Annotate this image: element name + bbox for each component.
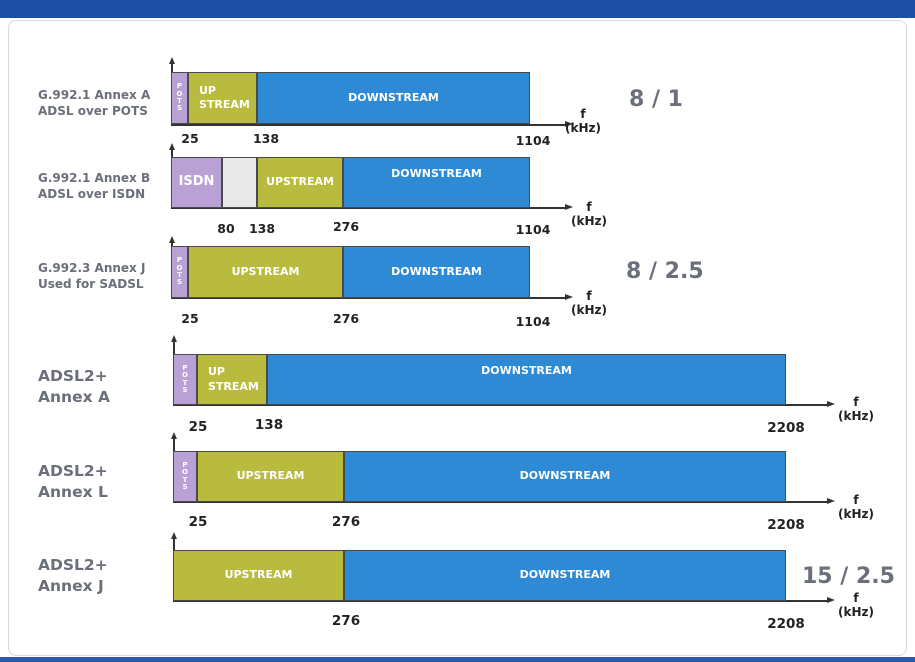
tick-276: 276 [331,613,361,629]
y-axis-arrow [168,236,175,243]
tick-1104: 1104 [515,222,551,237]
row-label-line1: G.992.3 Annex J [38,261,146,275]
tick-276: 276 [332,219,360,234]
frequency-axis-arrow [565,121,573,127]
y-axis-arrow [170,335,177,342]
tick-276: 276 [331,514,361,530]
frequency-axis-arrow [565,204,573,210]
row-label-line1: ADSL2+ [38,367,108,385]
row-label-line2: Annex A [38,387,110,406]
row-label: ADSL2+ Annex J [38,555,108,597]
frequency-unit: f (kHz) [571,200,607,228]
y-axis-arrow [170,432,177,439]
tick-2208: 2208 [767,616,805,632]
tick-25: 25 [188,419,208,435]
upstream-band: UP STREAM [188,72,257,124]
row-label-line2: Annex L [38,482,108,501]
tick-138: 138 [248,221,276,236]
upstream-band: UPSTREAM [197,451,344,502]
y-axis-arrow [168,143,175,150]
y-axis-arrow [170,532,177,539]
isdn-band: ISDN [171,157,222,208]
upstream-band: UPSTREAM [173,550,344,601]
row-label: G.992.1 Annex B ADSL over ISDN [38,170,150,202]
ratio-label: 8 / 1 [629,87,683,112]
row-label-line1: ADSL2+ [38,556,108,574]
upstream-band: UPSTREAM [188,246,343,298]
y-axis-arrow [168,57,175,64]
row-label: ADSL2+ Annex L [38,461,108,503]
frequency-axis-arrow [827,498,835,504]
frequency-axis-arrow [827,401,835,407]
top-bar [0,0,915,18]
row-label: ADSL2+ Annex A [38,366,110,408]
tick-25: 25 [181,131,199,146]
guard-band [222,157,257,208]
frequency-unit: f (kHz) [838,591,874,619]
downstream-band: DOWNSTREAM [257,72,530,124]
tick-80: 80 [217,221,235,236]
tick-1104: 1104 [515,314,551,329]
frequency-axis-arrow [565,294,573,300]
downstream-band: DOWNSTREAM [344,451,786,502]
tick-2208: 2208 [767,420,805,436]
tick-138: 138 [252,131,280,146]
frequency-unit: f (kHz) [571,289,607,317]
tick-1104: 1104 [515,133,551,148]
tick-2208: 2208 [767,517,805,533]
ratio-label: 8 / 2.5 [626,259,704,284]
row-label-line2: Annex J [38,576,104,595]
row-label-line1: G.992.1 Annex B [38,171,151,185]
frequency-unit: f (kHz) [838,493,874,521]
frequency-axis [171,124,566,126]
downstream-band: DOWNSTREAM [344,550,786,601]
row-label-line2: Used for SADSL [38,277,144,292]
row-label: G.992.1 Annex A ADSL over POTS [38,87,150,119]
downstream-band: DOWNSTREAM [343,246,530,298]
row-label-line2: ADSL over POTS [38,104,148,119]
downstream-band: DOWNSTREAM [343,157,530,208]
tick-276: 276 [332,311,360,326]
upstream-band: UP STREAM [197,354,267,405]
row-label: G.992.3 Annex J Used for SADSL [38,260,145,292]
row-label-line1: ADSL2+ [38,462,108,480]
downstream-band: DOWNSTREAM [267,354,786,405]
tick-25: 25 [181,311,199,326]
row-label-line2: ADSL over ISDN [38,187,146,202]
ratio-label: 15 / 2.5 [802,564,895,589]
frequency-axis-arrow [827,597,835,603]
upstream-band: UPSTREAM [257,157,343,208]
bottom-bar [0,657,915,662]
row-label-line1: G.992.1 Annex A [38,88,151,102]
tick-25: 25 [188,514,208,530]
frequency-unit: f (kHz) [838,395,874,423]
tick-138: 138 [254,417,284,433]
frequency-unit: f (kHz) [565,107,601,135]
